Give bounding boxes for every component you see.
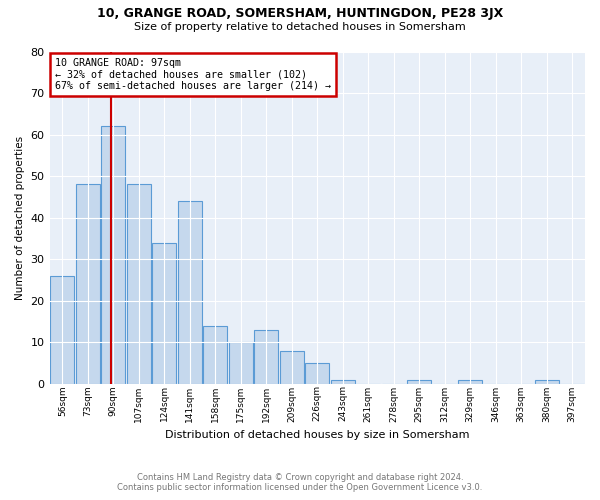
- Text: Size of property relative to detached houses in Somersham: Size of property relative to detached ho…: [134, 22, 466, 32]
- Bar: [305, 363, 329, 384]
- Bar: [407, 380, 431, 384]
- Bar: [178, 201, 202, 384]
- Bar: [254, 330, 278, 384]
- Bar: [229, 342, 253, 384]
- Bar: [152, 242, 176, 384]
- X-axis label: Distribution of detached houses by size in Somersham: Distribution of detached houses by size …: [165, 430, 470, 440]
- Bar: [127, 184, 151, 384]
- Bar: [280, 350, 304, 384]
- Y-axis label: Number of detached properties: Number of detached properties: [15, 136, 25, 300]
- Bar: [458, 380, 482, 384]
- Text: 10, GRANGE ROAD, SOMERSHAM, HUNTINGDON, PE28 3JX: 10, GRANGE ROAD, SOMERSHAM, HUNTINGDON, …: [97, 8, 503, 20]
- Text: 10 GRANGE ROAD: 97sqm
← 32% of detached houses are smaller (102)
67% of semi-det: 10 GRANGE ROAD: 97sqm ← 32% of detached …: [55, 58, 331, 92]
- Bar: [331, 380, 355, 384]
- Bar: [535, 380, 559, 384]
- Bar: [50, 276, 74, 384]
- Bar: [76, 184, 100, 384]
- Text: Contains HM Land Registry data © Crown copyright and database right 2024.
Contai: Contains HM Land Registry data © Crown c…: [118, 473, 482, 492]
- Bar: [101, 126, 125, 384]
- Bar: [203, 326, 227, 384]
